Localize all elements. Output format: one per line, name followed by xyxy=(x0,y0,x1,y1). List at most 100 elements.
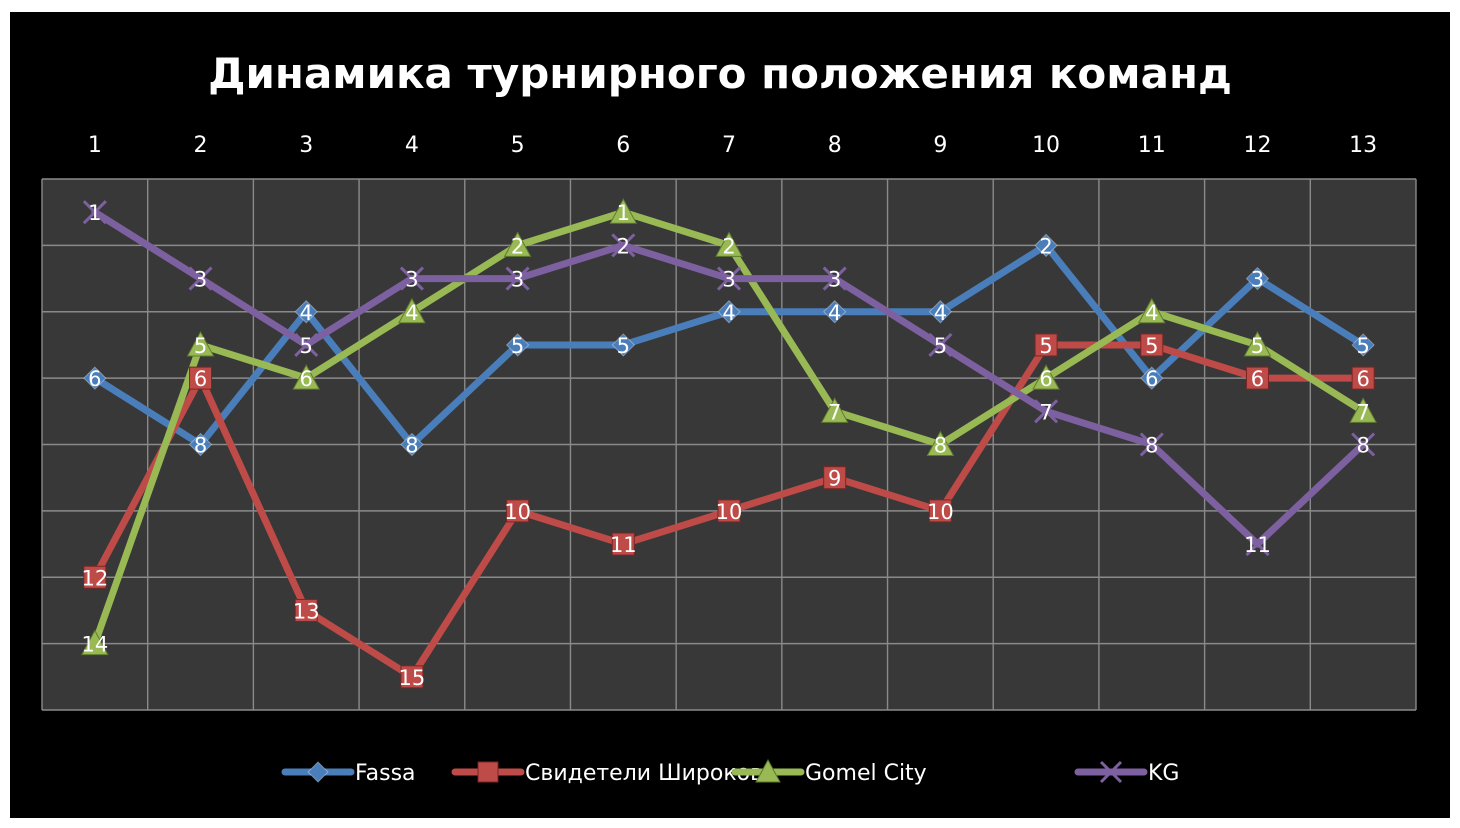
series-1-data-label: 6 xyxy=(88,367,101,391)
x-tick-label: 9 xyxy=(933,133,947,158)
series-3-point xyxy=(609,198,638,224)
series-2-point xyxy=(1245,366,1269,390)
series-2-data-label: 13 xyxy=(293,599,320,623)
legend-series-4-swatch-marker xyxy=(1099,760,1123,784)
x-tick-label: 3 xyxy=(299,133,313,158)
series-2-data-label: 6 xyxy=(1251,367,1264,391)
series-2-data-label: 5 xyxy=(1039,334,1052,358)
series-2-point xyxy=(611,532,635,556)
series-4-data-label: 8 xyxy=(1145,434,1158,458)
series-1-point xyxy=(1034,233,1058,258)
series-1-data-label: 4 xyxy=(828,301,841,325)
series-2-point xyxy=(506,499,530,523)
x-tick-label: 7 xyxy=(722,133,736,158)
series-3-point xyxy=(292,364,321,390)
series-1-point xyxy=(1245,266,1270,291)
series-2-data-label: 10 xyxy=(927,500,954,524)
series-1-point xyxy=(188,432,213,457)
series-2-point xyxy=(717,499,741,523)
legend-series-2: Свидетели Широкова xyxy=(451,761,777,786)
chart-svg: 6 8 4 8 5 5 4 4 4 2 6 3 5 12 6 13 1 5 10 11 10 9 10 5 5 6 6 1 4 5 6 4 2 1… xyxy=(41,49,1417,786)
series-1-data-label: 4 xyxy=(300,301,313,325)
series-2-data-label: 10 xyxy=(716,500,743,524)
x-tick-label: 8 xyxy=(828,133,842,158)
series-1-point xyxy=(400,432,424,457)
series-4-data-label: 3 xyxy=(722,268,735,292)
series-1-point xyxy=(928,300,953,324)
series-1-data-label: 4 xyxy=(934,301,947,325)
series-1-data-label: 8 xyxy=(405,434,418,458)
series-4-point xyxy=(82,200,107,225)
series-2-data-label: 12 xyxy=(81,566,108,590)
series-4-point xyxy=(1351,432,1376,457)
legend-series-4-label: KG xyxy=(1148,761,1179,786)
legend-series-1-label: Fassa xyxy=(355,761,416,786)
legend-series-1: Fassa xyxy=(281,761,416,786)
series-4-data-label: 5 xyxy=(300,334,313,358)
series-4-data-label: 1 xyxy=(88,201,101,225)
series-2-point xyxy=(928,499,952,523)
x-tick-label: 10 xyxy=(1032,133,1060,158)
series-3-data-label: 4 xyxy=(1145,301,1158,325)
series-1-point xyxy=(1140,366,1164,390)
series-4-point xyxy=(1034,399,1059,424)
series-4-data-label: 3 xyxy=(511,268,524,292)
series-3-point xyxy=(186,330,215,357)
series-4-point xyxy=(611,233,636,258)
series-4-data-label: 3 xyxy=(405,268,418,292)
series-4-data-label: 7 xyxy=(1039,400,1052,424)
series-2-point xyxy=(823,466,847,490)
series-4-point xyxy=(716,266,742,291)
series-2-data-label: 9 xyxy=(828,467,841,491)
series-3-data-label: 2 xyxy=(722,234,735,258)
series-3-point xyxy=(81,629,109,656)
series-1-data-label: 8 xyxy=(194,434,207,458)
series-2-point xyxy=(1140,333,1164,357)
series-3-data-label: 1 xyxy=(617,201,630,225)
series-1-data-label: 6 xyxy=(1145,367,1158,391)
series-3-data-label: 7 xyxy=(1356,400,1369,424)
series-3-data-label: 8 xyxy=(934,434,947,458)
series-2-point xyxy=(294,598,318,622)
series-4-data-label: 2 xyxy=(617,234,630,258)
series-2-data-label: 5 xyxy=(1145,334,1158,358)
series-4-data-label: 11 xyxy=(1244,533,1271,557)
series-1-point xyxy=(611,333,636,357)
x-tick-label: 6 xyxy=(616,133,630,158)
series-2-data-label: 11 xyxy=(610,533,637,557)
series-3-point xyxy=(715,231,743,257)
legend-series-3: Gomel City xyxy=(731,758,927,786)
chart-title: Динамика турнирного положения команд xyxy=(208,49,1232,98)
series-1-point xyxy=(294,300,318,324)
x-tick-label: 13 xyxy=(1349,133,1377,158)
series-1-data-label: 5 xyxy=(1356,334,1369,358)
series-3-data-label: 6 xyxy=(1039,367,1052,391)
series-3-point xyxy=(1032,364,1060,390)
series-4-point xyxy=(1245,532,1270,557)
series-4-data-label: 3 xyxy=(828,268,841,292)
x-tick-label: 12 xyxy=(1243,133,1271,158)
series-3-point xyxy=(1137,297,1166,324)
series-2-data-label: 10 xyxy=(504,500,531,524)
series-1-data-label: 5 xyxy=(617,334,630,358)
x-tick-label: 11 xyxy=(1138,133,1166,158)
series-4-data-label: 3 xyxy=(194,268,207,292)
series-2-point xyxy=(83,565,107,589)
series-4-data-label: 5 xyxy=(934,334,947,358)
series-3-data-label: 5 xyxy=(194,334,207,358)
legend-series-3-label: Gomel City xyxy=(805,761,927,786)
series-3-point xyxy=(1243,330,1272,357)
series-1-point xyxy=(83,366,107,390)
series-1-data-label: 4 xyxy=(722,301,735,325)
series-2-data-label: 6 xyxy=(194,367,207,391)
x-tick-label: 5 xyxy=(511,133,525,158)
series-4-point xyxy=(188,266,213,291)
series-3-point xyxy=(398,297,426,324)
series-3-data-label: 7 xyxy=(828,400,841,424)
series-4-point xyxy=(1139,432,1164,457)
legend-series-2-swatch-marker xyxy=(477,761,499,783)
legend-series-4: KG xyxy=(1074,760,1179,786)
series-3-data-label: 4 xyxy=(405,301,418,325)
legend-series-1-swatch-marker xyxy=(307,761,329,783)
series-4-point xyxy=(928,332,953,357)
